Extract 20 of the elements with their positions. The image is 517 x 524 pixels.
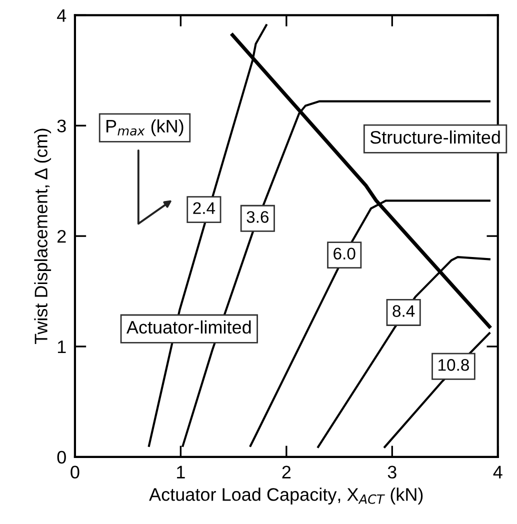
series-label: 10.8: [438, 359, 469, 371]
x-tick-label: 4: [493, 466, 502, 478]
annotation: P$_{max}$ (kN): [106, 119, 184, 136]
x-tick-label: 2: [282, 466, 291, 478]
annotation: Actuator-limited: [126, 320, 251, 334]
x-tick-label: 3: [388, 466, 396, 479]
x-axis-title: Actuator Load Capacity, X$_{ACT}$ (kN): [149, 488, 423, 504]
y-tick-label: 0: [57, 450, 66, 464]
x-tick-label: 1: [177, 466, 185, 478]
annotation: Structure-limited: [370, 130, 500, 144]
series-label: 2.4: [193, 202, 216, 214]
series-label: 3.6: [246, 211, 269, 223]
y-tick-label: 1: [58, 340, 66, 354]
y-axis-title: Twist Displacement, Δ (cm): [34, 128, 52, 344]
series-label: 8.4: [392, 305, 415, 317]
y-tick-label: 4: [57, 9, 66, 22]
series-label: 6.0: [334, 248, 356, 260]
y-tick-label: 3: [57, 120, 66, 132]
y-tick-label: 2: [58, 230, 66, 243]
x-tick-label: 0: [70, 466, 80, 479]
